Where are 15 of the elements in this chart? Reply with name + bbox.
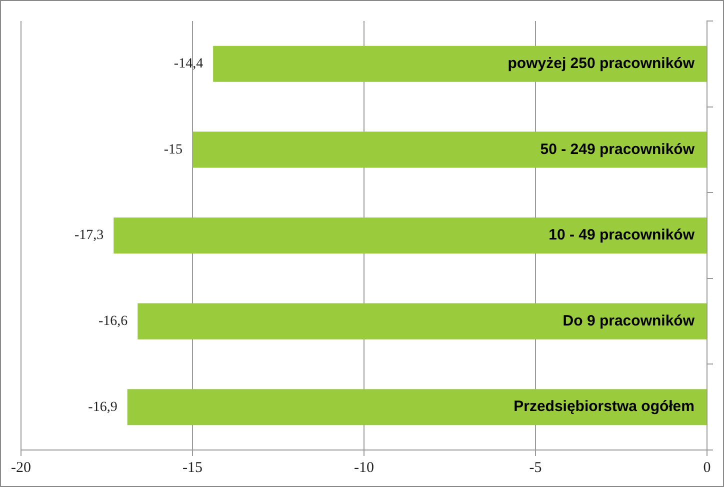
x-tick-label: -15 (182, 460, 202, 476)
y-tick-label: 50 - 249 pracowników (540, 140, 695, 158)
data-label: -14,4 (174, 56, 204, 72)
y-tick-label: Przedsiębiorstwa ogółem (514, 398, 694, 416)
data-label: -17,3 (74, 228, 104, 244)
x-tick-label: -20 (11, 460, 31, 476)
data-label: -16,6 (98, 314, 128, 329)
y-tick-label: Do 9 pracowników (562, 312, 695, 330)
x-tick-label: -10 (354, 460, 374, 476)
y-tick-label: powyżej 250 pracowników (508, 55, 695, 72)
y-tick-label: 10 - 49 pracowników (548, 226, 695, 244)
x-tick-label: -5 (529, 460, 542, 476)
data-label: -15 (164, 142, 182, 158)
x-tick-label: 0 (703, 460, 711, 476)
data-label: -16,9 (88, 400, 118, 415)
